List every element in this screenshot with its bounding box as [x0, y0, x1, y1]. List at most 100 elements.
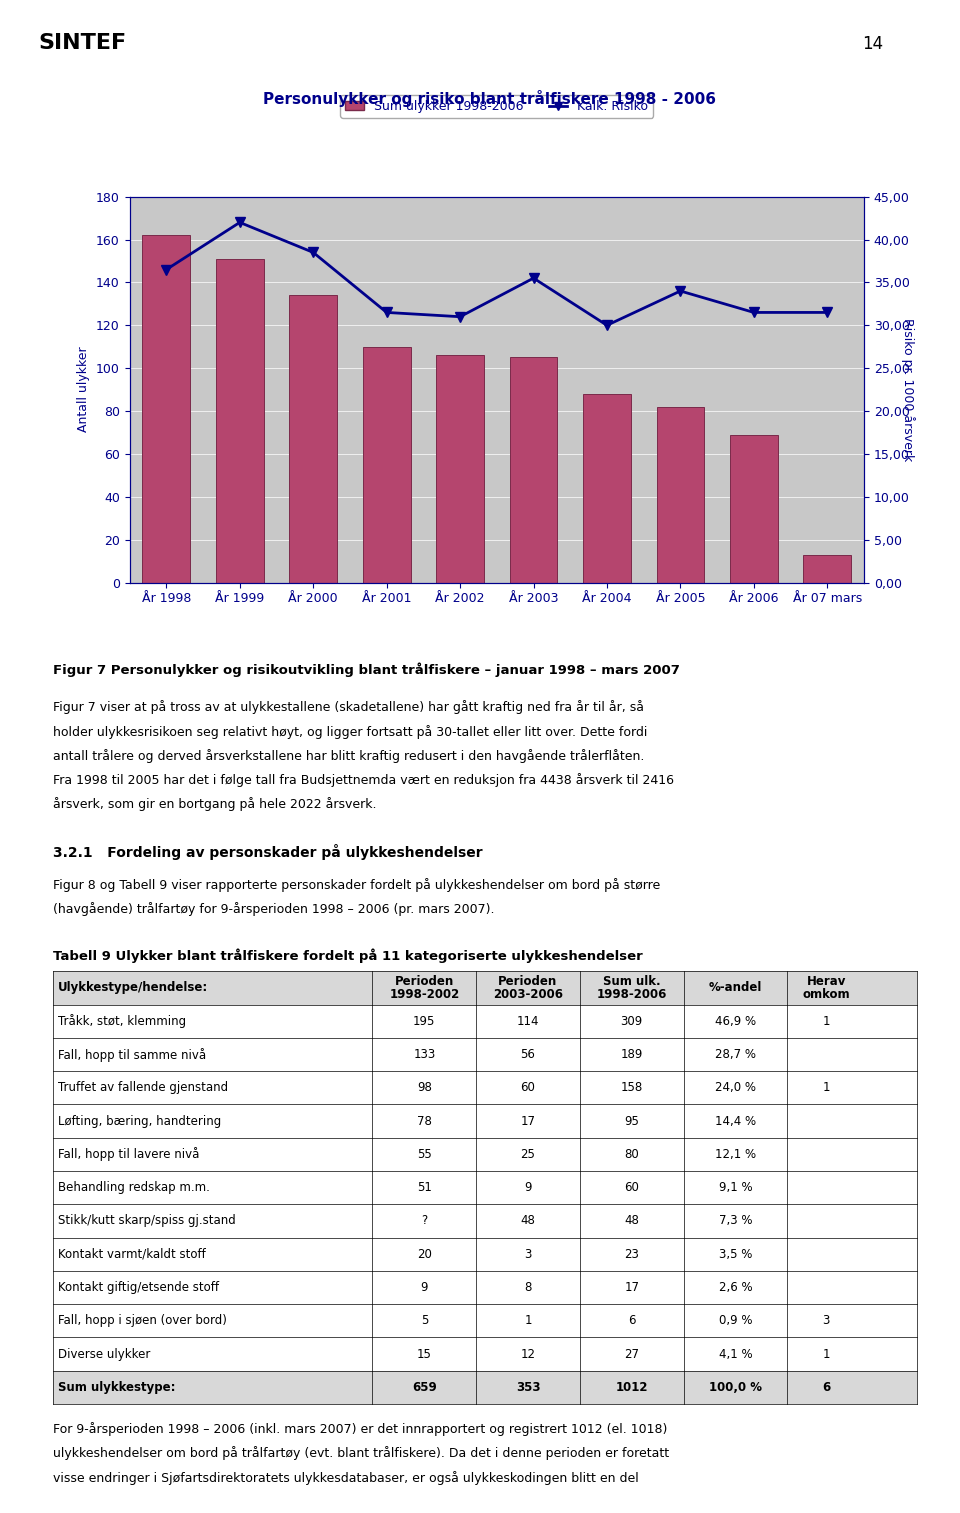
Text: Fall, hopp til lavere nivå: Fall, hopp til lavere nivå [58, 1147, 199, 1162]
Text: 353: 353 [516, 1381, 540, 1393]
Text: 20: 20 [417, 1248, 432, 1260]
Text: 23: 23 [624, 1248, 639, 1260]
Bar [804, 555, 852, 583]
Text: 27: 27 [624, 1348, 639, 1360]
Y-axis label: Risiko pr. 1000 årsverk: Risiko pr. 1000 årsverk [901, 318, 915, 461]
Text: Løfting, bæring, handtering: Løfting, bæring, handtering [58, 1115, 221, 1127]
Text: 8: 8 [524, 1282, 532, 1294]
Text: 24,0 %: 24,0 % [715, 1082, 756, 1094]
Text: Fall, hopp i sjøen (over bord): Fall, hopp i sjøen (over bord) [58, 1315, 227, 1327]
Text: %-andel: %-andel [708, 982, 762, 994]
Text: 5: 5 [420, 1315, 428, 1327]
Text: Herav: Herav [806, 976, 846, 988]
Text: Tråkk, støt, klemming: Tråkk, støt, klemming [58, 1014, 185, 1029]
Text: Tabell 9 Ulykker blant trålfiskere fordelt på 11 kategoriserte ulykkeshendelser: Tabell 9 Ulykker blant trålfiskere forde… [53, 949, 642, 964]
Text: 95: 95 [624, 1115, 639, 1127]
Text: 17: 17 [520, 1115, 536, 1127]
Text: årsverk, som gir en bortgang på hele 2022 årsverk.: årsverk, som gir en bortgang på hele 202… [53, 797, 376, 811]
Text: 1: 1 [823, 1082, 829, 1094]
Text: 80: 80 [624, 1148, 639, 1160]
Text: 100,0 %: 100,0 % [708, 1381, 762, 1393]
Text: holder ulykkesrisikoen seg relativt høyt, og ligger fortsatt på 30-tallet eller : holder ulykkesrisikoen seg relativt høyt… [53, 725, 647, 738]
Text: Kontakt giftig/etsende stoff: Kontakt giftig/etsende stoff [58, 1282, 219, 1294]
Text: 17: 17 [624, 1282, 639, 1294]
Text: 48: 48 [624, 1215, 639, 1227]
Text: 4,1 %: 4,1 % [718, 1348, 753, 1360]
Text: Figur 8 og Tabell 9 viser rapporterte personskader fordelt på ulykkeshendelser o: Figur 8 og Tabell 9 viser rapporterte pe… [53, 878, 660, 891]
Bar [216, 259, 264, 583]
Text: 659: 659 [412, 1381, 437, 1393]
Text: 195: 195 [413, 1015, 436, 1027]
Bar [436, 356, 484, 583]
Bar [510, 357, 558, 583]
Text: 189: 189 [620, 1049, 643, 1061]
Text: 1012: 1012 [615, 1381, 648, 1393]
Text: 9,1 %: 9,1 % [718, 1182, 753, 1194]
Text: 51: 51 [417, 1182, 432, 1194]
Text: SINTEF: SINTEF [38, 33, 127, 53]
Bar [363, 346, 411, 583]
Text: 98: 98 [417, 1082, 432, 1094]
Text: 55: 55 [417, 1148, 432, 1160]
Text: 12: 12 [520, 1348, 536, 1360]
Text: 46,9 %: 46,9 % [715, 1015, 756, 1027]
Bar [142, 236, 190, 583]
Text: 25: 25 [520, 1148, 536, 1160]
Text: 9: 9 [420, 1282, 428, 1294]
Bar [289, 295, 337, 583]
Text: omkom: omkom [803, 988, 850, 1000]
Bar [730, 434, 778, 583]
Text: Truffet av fallende gjenstand: Truffet av fallende gjenstand [58, 1082, 228, 1094]
Text: 6: 6 [628, 1315, 636, 1327]
Text: 7,3 %: 7,3 % [719, 1215, 752, 1227]
Text: 309: 309 [620, 1015, 643, 1027]
Text: 56: 56 [520, 1049, 536, 1061]
Text: ?: ? [421, 1215, 427, 1227]
Text: 3: 3 [823, 1315, 829, 1327]
Text: 3.2.1   Fordeling av personskader på ulykkeshendelser: 3.2.1 Fordeling av personskader på ulykk… [53, 844, 483, 861]
Text: 6: 6 [822, 1381, 830, 1393]
Text: 1: 1 [823, 1348, 829, 1360]
Text: 12,1 %: 12,1 % [715, 1148, 756, 1160]
Text: 15: 15 [417, 1348, 432, 1360]
Y-axis label: Antall ulykker: Antall ulykker [78, 346, 90, 433]
Text: Sum ulykkestype:: Sum ulykkestype: [58, 1381, 175, 1393]
Text: ulykkeshendelser om bord på trålfartøy (evt. blant trålfiskere). Da det i denne : ulykkeshendelser om bord på trålfartøy (… [53, 1446, 669, 1460]
Text: 9: 9 [524, 1182, 532, 1194]
Text: Fra 1998 til 2005 har det i følge tall fra Budsjettnemda vært en reduksjon fra 4: Fra 1998 til 2005 har det i følge tall f… [53, 773, 674, 787]
Text: antall trålere og derved årsverkstallene har blitt kraftig redusert i den havgåe: antall trålere og derved årsverkstallene… [53, 749, 644, 763]
Text: Sum ulk.: Sum ulk. [603, 976, 660, 988]
Text: Ulykkestype/hendelse:: Ulykkestype/hendelse: [58, 982, 208, 994]
Text: Personulykker og risiko blant trålfiskere 1998 - 2006: Personulykker og risiko blant trålfisker… [263, 89, 716, 107]
Text: 14: 14 [862, 35, 883, 53]
Text: 0,9 %: 0,9 % [719, 1315, 752, 1327]
Text: Diverse ulykker: Diverse ulykker [58, 1348, 150, 1360]
Text: visse endringer i Sjøfartsdirektoratets ulykkesdatabaser, er også ulykkeskodinge: visse endringer i Sjøfartsdirektoratets … [53, 1471, 638, 1484]
Text: 3: 3 [524, 1248, 532, 1260]
Text: 1: 1 [524, 1315, 532, 1327]
Text: Perioden: Perioden [498, 976, 558, 988]
Text: Fall, hopp til samme nivå: Fall, hopp til samme nivå [58, 1047, 205, 1062]
Text: Figur 7 Personulykker og risikoutvikling blant trålfiskere – januar 1998 – mars : Figur 7 Personulykker og risikoutvikling… [53, 663, 680, 678]
Bar [657, 407, 705, 583]
Text: 2,6 %: 2,6 % [718, 1282, 753, 1294]
Text: Behandling redskap m.m.: Behandling redskap m.m. [58, 1182, 209, 1194]
Text: Figur 7 viser at på tross av at ulykkestallene (skadetallene) har gått kraftig n: Figur 7 viser at på tross av at ulykkest… [53, 701, 644, 714]
Text: For 9-årsperioden 1998 – 2006 (inkl. mars 2007) er det innrapportert og registre: For 9-årsperioden 1998 – 2006 (inkl. mar… [53, 1422, 667, 1436]
Text: 1: 1 [823, 1015, 829, 1027]
Text: Stikk/kutt skarp/spiss gj.stand: Stikk/kutt skarp/spiss gj.stand [58, 1215, 235, 1227]
Text: 1998-2006: 1998-2006 [596, 988, 667, 1000]
Text: 1998-2002: 1998-2002 [389, 988, 460, 1000]
Text: (havgående) trålfartøy for 9-årsperioden 1998 – 2006 (pr. mars 2007).: (havgående) trålfartøy for 9-årsperioden… [53, 902, 494, 915]
Text: 60: 60 [624, 1182, 639, 1194]
Text: 78: 78 [417, 1115, 432, 1127]
Text: 60: 60 [520, 1082, 536, 1094]
Text: 114: 114 [516, 1015, 540, 1027]
Text: Kontakt varmt/kaldt stoff: Kontakt varmt/kaldt stoff [58, 1248, 205, 1260]
Bar [583, 393, 631, 583]
Text: 28,7 %: 28,7 % [715, 1049, 756, 1061]
Legend: Sum ulykker 1998-2006, Kalk. Risiko: Sum ulykker 1998-2006, Kalk. Risiko [340, 95, 654, 118]
Text: 158: 158 [620, 1082, 643, 1094]
Text: 48: 48 [520, 1215, 536, 1227]
Text: 14,4 %: 14,4 % [715, 1115, 756, 1127]
